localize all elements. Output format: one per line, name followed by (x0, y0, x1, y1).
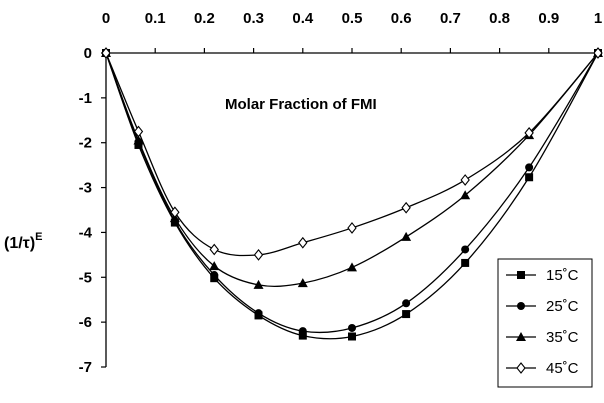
y-tick-label: -6 (79, 314, 92, 331)
data-point-diamond (133, 125, 144, 138)
chart-annotation: Molar Fraction of FMI (225, 96, 377, 113)
data-point-triangle (347, 262, 357, 272)
y-tick-label: -1 (79, 90, 92, 107)
data-point-circle (461, 245, 470, 254)
x-tick-label: 0.1 (145, 10, 166, 27)
x-tick-label: 0.5 (342, 10, 363, 27)
x-tick-label: 0.8 (489, 10, 510, 27)
x-tick-label: 0 (102, 10, 110, 27)
legend-marker-triangle (516, 332, 526, 341)
legend-marker-square (517, 271, 525, 279)
data-point-diamond (170, 206, 180, 219)
x-tick-label: 0.6 (391, 10, 412, 27)
data-point-square (298, 331, 307, 340)
data-point-circle (348, 323, 356, 332)
y-tick-label: 0 (84, 45, 92, 62)
data-point-diamond (460, 174, 470, 186)
data-point-diamond (298, 236, 308, 249)
legend-label: 45˚C (546, 360, 579, 377)
y-axis-label-main: (1/τ) (4, 235, 35, 252)
legend-label: 15˚C (546, 267, 579, 284)
y-tick-label: -5 (79, 269, 92, 286)
data-point-diamond (593, 47, 603, 59)
x-tick-label: 0.2 (194, 10, 215, 27)
data-point-triangle (401, 231, 412, 241)
data-point-diamond (524, 126, 534, 139)
data-point-circle (298, 327, 307, 336)
y-axis-label: (1/τ)E (4, 231, 42, 252)
y-axis-ticks: 0 -1 -2 -3 -4 -5 -6 -7 (79, 45, 106, 376)
data-point-square (525, 173, 534, 182)
y-tick-label: -7 (79, 359, 92, 376)
data-point-triangle (460, 190, 471, 200)
legend-marker-diamond (516, 362, 526, 374)
legend: 15˚C 25˚C 35˚C 45˚C (497, 258, 593, 388)
data-point-triangle (209, 261, 220, 271)
data-point-diamond (101, 47, 111, 59)
x-tick-label: 1 (594, 10, 602, 27)
legend-items: 15˚C 25˚C 35˚C 45˚C (506, 267, 579, 377)
data-point-circle (210, 271, 219, 280)
data-point-triangle (297, 278, 308, 288)
y-axis-label-superscript: E (35, 231, 42, 243)
series-line-triangle (105, 52, 599, 288)
x-tick-label: 0.3 (243, 10, 264, 27)
data-point-square (348, 332, 356, 341)
data-point-circle (525, 163, 534, 172)
data-point-diamond (401, 201, 411, 214)
legend-label: 35˚C (546, 329, 579, 346)
legend-box (497, 258, 593, 388)
data-point-triangle (253, 279, 264, 289)
data-point-square (402, 310, 411, 319)
data-point-diamond (209, 243, 219, 256)
legend-marker-circle (517, 302, 525, 310)
x-axis-ticks: 0 0.1 0.2 0.3 0.4 0.5 0.6 0.7 0.8 0.9 1 (102, 10, 602, 53)
x-tick-label: 0.4 (292, 10, 314, 27)
data-point-square (461, 258, 470, 267)
x-tick-label: 0.9 (538, 10, 559, 27)
y-tick-label: -3 (79, 180, 92, 197)
data-point-diamond (347, 222, 357, 234)
data-point-diamond (253, 248, 264, 261)
x-tick-label: 0.7 (440, 10, 461, 27)
data-point-triangle (133, 135, 144, 145)
series-markers (101, 47, 603, 341)
plot-area: 0 0.1 0.2 0.3 0.4 0.5 0.6 0.7 0.8 0.9 1 0 -1 -2 -3 -4 -… (79, 10, 603, 376)
data-point-circle (402, 299, 411, 308)
y-tick-label: -4 (79, 224, 93, 241)
data-point-circle (254, 309, 263, 318)
legend-label: 25˚C (546, 298, 579, 315)
y-tick-label: -2 (79, 135, 92, 152)
